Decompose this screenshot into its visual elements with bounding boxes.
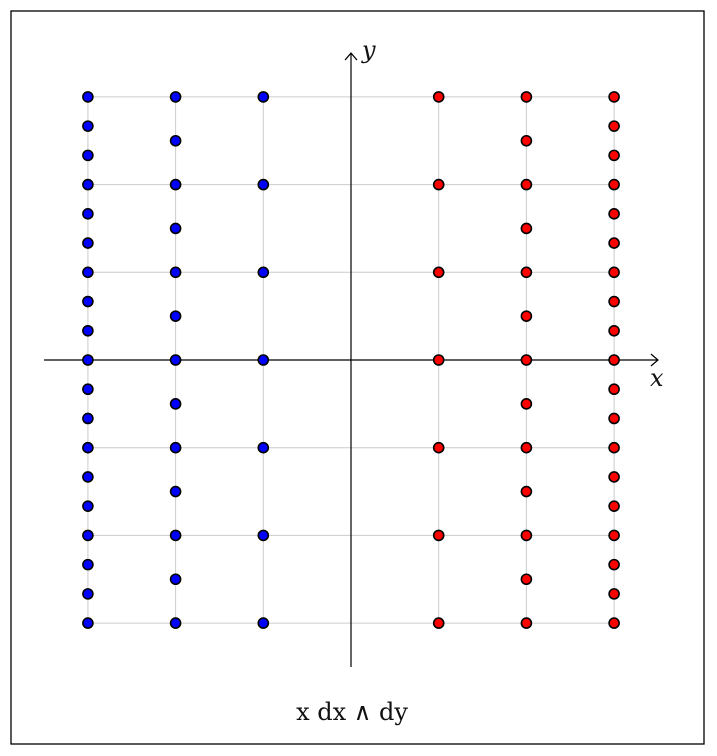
x-axis-arrowhead	[650, 353, 659, 367]
red-dot	[608, 178, 620, 191]
red-dot	[608, 471, 620, 483]
blue-dot	[82, 558, 94, 571]
red-dot	[520, 266, 533, 279]
blue-dot	[82, 149, 94, 162]
figure-frame	[10, 10, 705, 745]
red-dot	[432, 91, 445, 103]
red-dot	[520, 441, 533, 454]
y-axis-arrowhead	[344, 52, 358, 61]
red-dot	[520, 617, 533, 629]
red-dot	[520, 573, 533, 586]
red-dot	[432, 178, 445, 191]
blue-dot	[82, 295, 94, 308]
blue-dot	[82, 412, 94, 425]
blue-dot	[82, 91, 94, 103]
blue-dot	[169, 178, 182, 191]
blue-dot	[257, 354, 270, 366]
red-dot	[608, 441, 620, 454]
blue-dot	[82, 237, 94, 249]
blue-dot	[257, 178, 270, 191]
red-dot	[520, 398, 533, 410]
blue-dot	[82, 617, 94, 629]
blue-dot	[169, 222, 182, 235]
red-dot	[520, 354, 533, 366]
red-dot	[608, 588, 620, 600]
red-dot	[608, 500, 620, 512]
red-dot	[608, 412, 620, 425]
red-dot	[608, 529, 620, 542]
red-dot	[432, 266, 445, 279]
red-dot	[608, 558, 620, 571]
blue-dot	[257, 529, 270, 542]
red-dot	[520, 134, 533, 147]
axes	[44, 52, 659, 667]
blue-dot	[82, 266, 94, 279]
red-dot	[432, 617, 445, 629]
blue-dot	[82, 208, 94, 220]
dot-columns	[82, 91, 620, 629]
blue-dot	[257, 617, 270, 629]
red-dot	[608, 91, 620, 103]
blue-dot	[257, 441, 270, 454]
red-dot	[520, 310, 533, 322]
red-dot	[608, 120, 620, 132]
blue-dot	[169, 398, 182, 410]
red-dot	[608, 295, 620, 308]
red-dot	[608, 208, 620, 220]
blue-dot	[169, 529, 182, 542]
red-dot	[520, 485, 533, 498]
red-dot	[608, 266, 620, 279]
blue-dot	[82, 324, 94, 337]
red-dot	[608, 354, 620, 366]
blue-dot	[82, 471, 94, 483]
red-dot	[432, 529, 445, 542]
red-dot	[608, 237, 620, 249]
blue-dot	[82, 588, 94, 600]
blue-dot	[169, 134, 182, 147]
x-axis-label: x	[650, 364, 664, 392]
blue-dot	[82, 178, 94, 191]
blue-dot	[169, 485, 182, 498]
blue-dot	[82, 500, 94, 512]
blue-dot	[169, 310, 182, 322]
blue-dot	[169, 573, 182, 586]
blue-dot	[82, 529, 94, 542]
y-axis-label: y	[361, 36, 376, 64]
blue-dot	[82, 441, 94, 454]
red-dot	[520, 222, 533, 235]
red-dot	[520, 529, 533, 542]
blue-dot	[169, 266, 182, 279]
red-dot	[520, 178, 533, 191]
blue-dot	[82, 354, 94, 366]
blue-dot	[257, 91, 270, 103]
caption-formula: x dx ∧ dy	[296, 698, 408, 726]
blue-dot	[169, 617, 182, 629]
blue-dot	[257, 266, 270, 279]
blue-dot	[169, 91, 182, 103]
red-dot	[608, 383, 620, 396]
blue-dot	[169, 354, 182, 366]
red-dot	[608, 149, 620, 162]
red-dot	[432, 354, 445, 366]
blue-dot	[82, 120, 94, 132]
red-dot	[608, 324, 620, 337]
red-dot	[608, 617, 620, 629]
red-dot	[520, 91, 533, 103]
blue-dot	[169, 441, 182, 454]
blue-dot	[82, 383, 94, 396]
red-dot	[432, 441, 445, 454]
